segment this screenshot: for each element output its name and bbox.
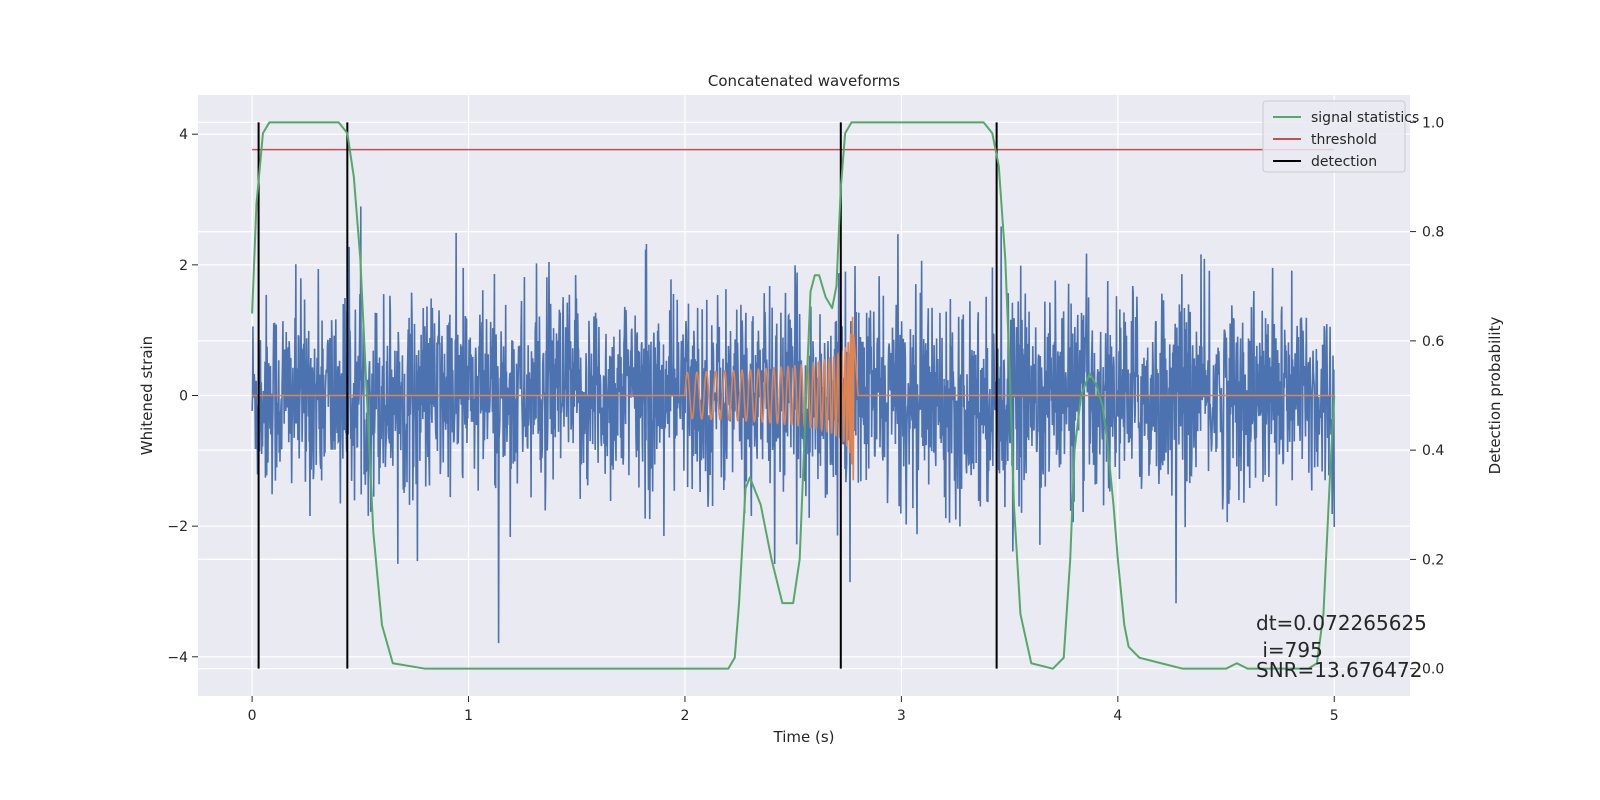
- y-tick-label--2: −2: [167, 519, 188, 535]
- legend-box: [1262, 100, 1406, 173]
- legend-label-threshold: threshold: [1311, 132, 1377, 148]
- x-tick-label-2: 2: [681, 708, 690, 724]
- tick-layer: 0 1 2 3 4 5 −4 −2 0 2 4 0.0 0.2 0.4 0.6 0.8 1.0: [167, 115, 1444, 724]
- y-tick-label-2: 2: [179, 258, 188, 274]
- y-tick-label-4: 4: [179, 127, 188, 143]
- chirp-series: [252, 316, 1335, 481]
- y2-tick-label-0.4: 0.4: [1422, 443, 1444, 459]
- annotation-snr: SNR=13.676472: [1256, 658, 1422, 682]
- signal-statistics-series: [251, 121, 1336, 670]
- y2-tick-label-0.2: 0.2: [1422, 552, 1444, 568]
- y2-axis-label: Detection probability: [1486, 317, 1504, 475]
- y2-tick-label-0.6: 0.6: [1422, 334, 1444, 350]
- series-layer: [251, 121, 1336, 670]
- y-tick-label--4: −4: [167, 650, 188, 666]
- annotation-dt: dt=0.072265625: [1256, 611, 1427, 635]
- annotation-index: i=795: [1256, 638, 1323, 662]
- x-tick-label-3: 3: [897, 708, 906, 724]
- x-axis-label: Time (s): [773, 728, 835, 746]
- chart-title: Concatenated waveforms: [708, 72, 900, 90]
- x-tick-label-5: 5: [1330, 708, 1339, 724]
- x-tick-label-0: 0: [248, 708, 257, 724]
- noise-series: [251, 206, 1336, 644]
- legend-label-signal-statistics: signal statistics: [1311, 110, 1419, 126]
- legend: signal statistics threshold detection: [1262, 100, 1419, 173]
- y2-tick-label-1: 1.0: [1422, 115, 1444, 131]
- y2-tick-label-0.8: 0.8: [1422, 225, 1444, 241]
- x-tick-label-4: 4: [1113, 708, 1122, 724]
- legend-label-detection: detection: [1311, 154, 1377, 170]
- y-tick-label-0: 0: [179, 389, 188, 405]
- y-axis-label: Whitened strain: [138, 336, 156, 455]
- y2-tick-label-0: 0.0: [1422, 662, 1444, 678]
- x-tick-label-1: 1: [464, 708, 473, 724]
